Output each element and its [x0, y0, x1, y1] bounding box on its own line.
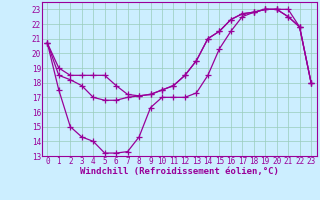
X-axis label: Windchill (Refroidissement éolien,°C): Windchill (Refroidissement éolien,°C) [80, 167, 279, 176]
